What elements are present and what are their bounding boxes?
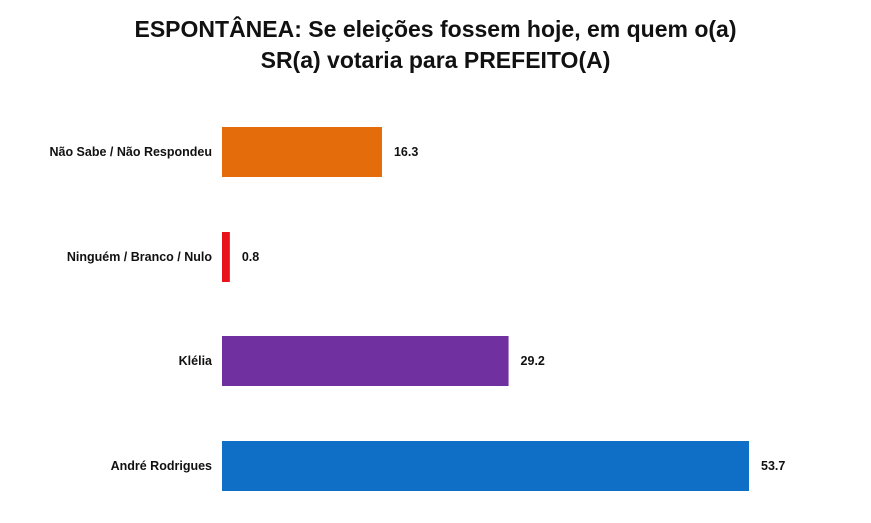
chart-title-line-2: SR(a) votaria para PREFEITO(A) [260, 47, 611, 73]
category-label-1: Ninguém / Branco / Nulo [67, 250, 213, 264]
value-label-2: 29.2 [521, 354, 545, 368]
bar-1 [222, 232, 230, 282]
chart-title: ESPONTÂNEA: Se eleições fossem hoje, em … [0, 14, 871, 76]
category-label-0: Não Sabe / Não Respondeu [49, 145, 212, 159]
bar-2 [222, 336, 509, 386]
bar-3 [222, 441, 749, 491]
chart-title-line-1: ESPONTÂNEA: Se eleições fossem hoje, em … [134, 16, 737, 42]
value-label-3: 53.7 [761, 459, 785, 473]
category-label-3: André Rodrigues [111, 459, 212, 473]
category-label-2: Klélia [179, 354, 213, 368]
value-label-0: 16.3 [394, 145, 418, 159]
value-label-1: 0.8 [242, 250, 259, 264]
bar-0 [222, 127, 382, 177]
